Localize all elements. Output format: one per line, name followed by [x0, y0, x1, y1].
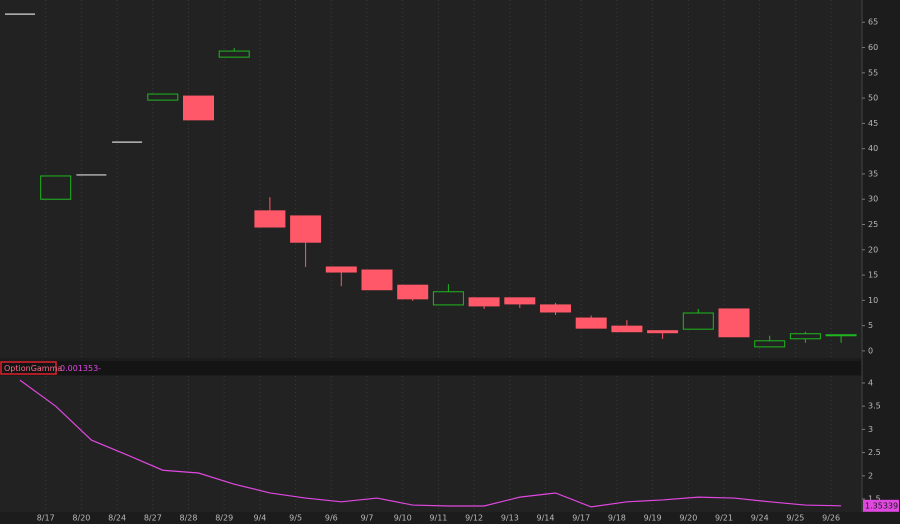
y-tick-label: 45	[868, 119, 878, 128]
x-tick-label: 9/12	[465, 514, 483, 523]
x-tick-label: 9/24	[751, 514, 769, 523]
price-panel	[0, 0, 862, 358]
x-tick-label: 9/7	[361, 514, 374, 523]
candle-body	[432, 291, 464, 306]
candle-body	[468, 297, 500, 307]
candle-body	[218, 50, 250, 58]
candle-body	[397, 284, 429, 300]
y-tick-label: 2.5	[868, 448, 881, 457]
candle-body	[504, 297, 536, 305]
y-tick-label: 1.5	[868, 495, 881, 504]
candle-body	[754, 340, 786, 348]
y-tick-label: 10	[868, 296, 878, 305]
y-tick-label: 60	[868, 43, 878, 52]
x-tick-label: 9/5	[289, 514, 302, 523]
x-tick-label: 9/20	[679, 514, 697, 523]
y-tick-label: 30	[868, 195, 878, 204]
x-tick-label: 9/19	[644, 514, 662, 523]
x-tick-label: 8/24	[108, 514, 126, 523]
x-tick-label: 9/26	[822, 514, 840, 523]
candle-body	[789, 333, 821, 340]
x-tick-label: 9/4	[253, 514, 266, 523]
study-line	[19, 379, 842, 508]
x-tick-label: 8/28	[180, 514, 198, 523]
x-tick-label: 8/17	[37, 514, 55, 523]
y-tick-label: 4	[868, 378, 873, 387]
x-tick-label: 8/20	[72, 514, 90, 523]
y-tick-label: 50	[868, 94, 878, 103]
x-tick-label: 9/11	[429, 514, 447, 523]
candle-body	[361, 269, 393, 291]
study-title: OptionGamma	[4, 364, 62, 373]
study-title-box	[0, 361, 57, 375]
y-tick-label: 40	[868, 144, 878, 153]
y-tick-label: 2	[868, 471, 873, 480]
x-tick-label: 8/29	[215, 514, 233, 523]
x-tick-label: 9/13	[501, 514, 519, 523]
candle-body	[147, 93, 179, 101]
x-tick-label: 9/18	[608, 514, 626, 523]
candle-body	[540, 304, 571, 313]
last-value-box	[863, 499, 899, 512]
study-value: 0.001353-	[60, 364, 101, 373]
candle-body	[290, 215, 322, 243]
candle-body	[40, 175, 72, 200]
y-tick-label: 55	[868, 68, 878, 77]
study-header	[0, 361, 862, 375]
x-tick-label: 9/21	[715, 514, 733, 523]
candle-body	[611, 325, 643, 333]
y-tick-label: 65	[868, 18, 878, 27]
study-panel	[0, 376, 862, 512]
candle-body	[254, 210, 286, 228]
x-tick-label: 9/10	[394, 514, 412, 523]
y-tick-label: 0	[868, 346, 873, 355]
candle-body	[718, 308, 750, 338]
y-tick-label: 5	[868, 321, 873, 330]
y-tick-label: 3	[868, 425, 873, 434]
y-tick-label: 25	[868, 220, 878, 229]
y-tick-label: 20	[868, 245, 878, 254]
y-tick-label: 35	[868, 169, 878, 178]
x-tick-label: 9/6	[325, 514, 338, 523]
y-tick-label: 15	[868, 271, 878, 280]
x-tick-label: 9/17	[572, 514, 590, 523]
x-tick-label: 9/25	[786, 514, 804, 523]
candle-body	[682, 312, 714, 330]
y-tick-label: 3.5	[868, 402, 881, 411]
x-tick-label: 8/27	[144, 514, 162, 523]
candle-body	[647, 330, 679, 334]
last-value-label: 1.35339	[865, 501, 898, 510]
candle-body	[825, 334, 857, 337]
x-tick-label: 9/14	[537, 514, 555, 523]
candle-body	[183, 95, 214, 121]
candle-body	[575, 317, 607, 329]
candle-body	[325, 266, 357, 273]
